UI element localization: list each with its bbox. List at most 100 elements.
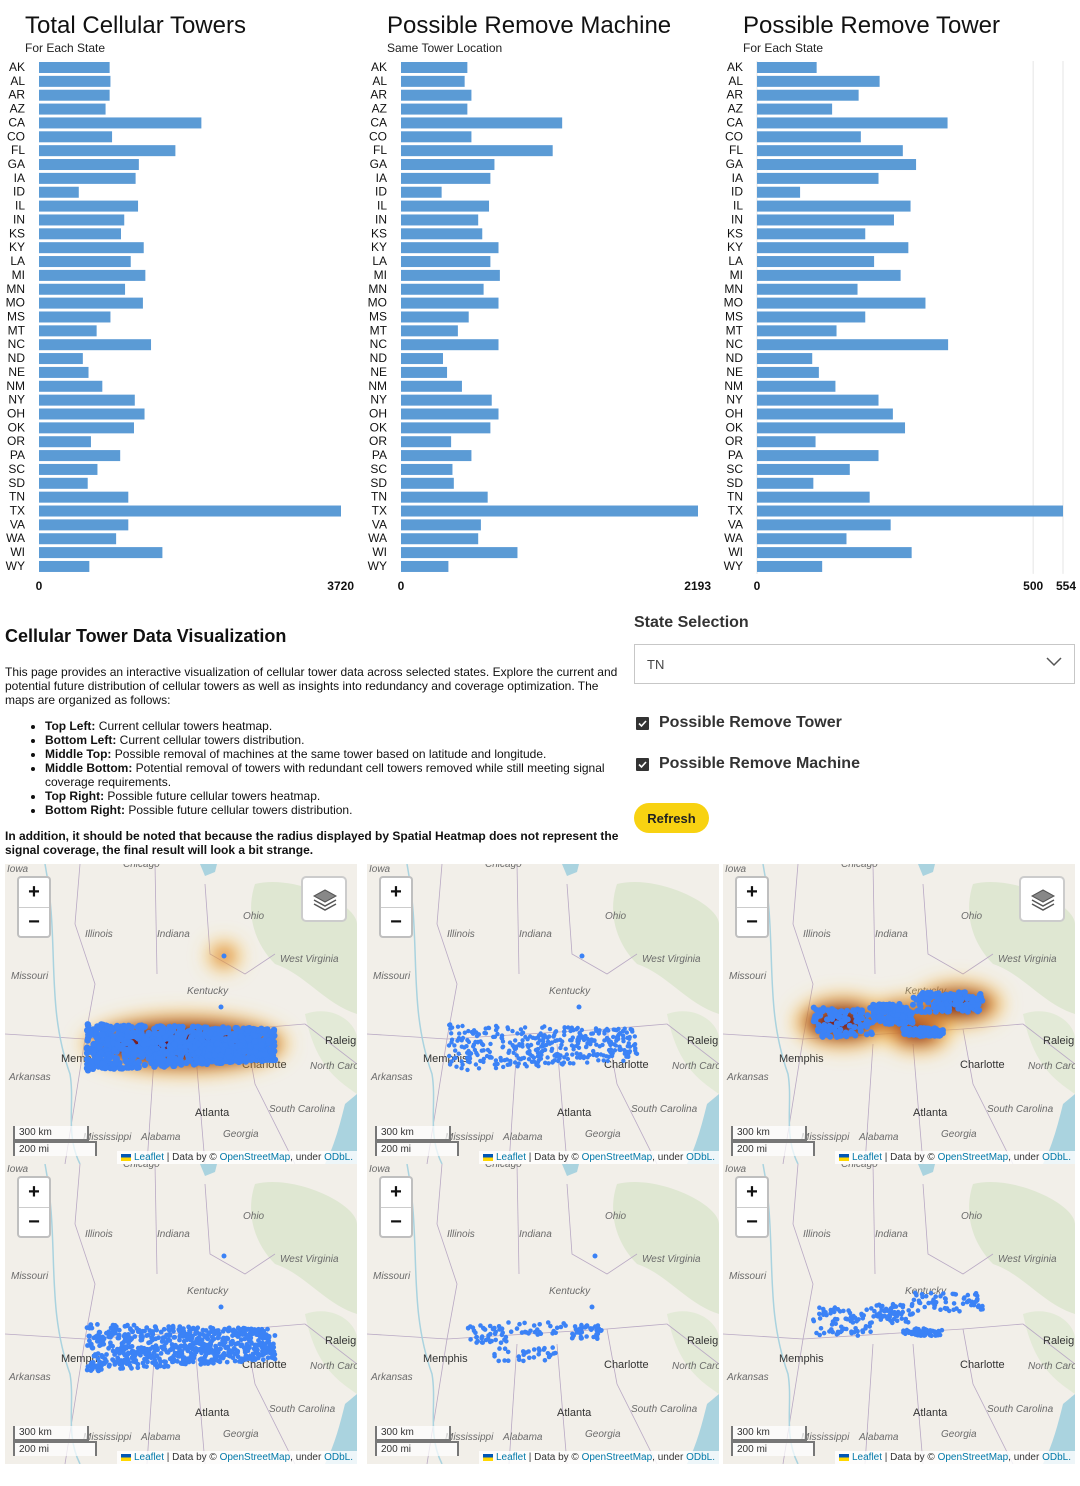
checkbox-checked-icon[interactable] [636,757,649,771]
bar-id[interactable] [757,186,801,198]
zoom-in-button[interactable]: + [28,881,40,903]
bar-ia[interactable] [757,172,879,184]
bar-nd[interactable] [401,353,443,365]
map-future-heatmap[interactable]: IowaChicagoIllinoisIndianaOhioMissouriKe… [723,864,1075,1164]
bar-mt[interactable] [757,325,837,337]
bar-ks[interactable] [757,228,866,240]
bar-mo[interactable] [401,297,499,309]
bar-ga[interactable] [757,159,917,171]
bar-ak[interactable] [757,62,817,73]
bar-az[interactable] [757,103,833,115]
zoom-in-button[interactable]: + [28,1181,40,1203]
osm-link[interactable]: OpenStreetMap [937,1452,1009,1463]
map-remove-machine[interactable]: Iowa Chicago Illinois Indiana Ohio Missouri Ke… [367,864,719,1164]
bar-la[interactable] [39,256,131,268]
leaflet-link[interactable]: Leaflet [495,1452,527,1463]
odbl-link[interactable]: ODbL. [324,1152,353,1163]
bar-fl[interactable] [757,145,903,157]
osm-link[interactable]: OpenStreetMap [219,1452,291,1463]
bar-in[interactable] [757,214,894,226]
bar-mn[interactable] [401,283,484,295]
bar-mn[interactable] [39,283,126,295]
bar-mo[interactable] [39,297,143,309]
bar-pa[interactable] [39,450,121,462]
bar-mi[interactable] [757,269,901,281]
bar-ky[interactable] [39,242,144,254]
bar-sd[interactable] [401,477,454,489]
bar-tn[interactable] [757,491,870,503]
zoom-in-button[interactable]: + [746,1181,758,1203]
bar-la[interactable] [401,256,491,268]
map-current-distribution[interactable]: Iowa Chicago Illinois Indiana Ohio Missouri Ke… [5,1164,357,1464]
bar-mi[interactable] [401,269,500,281]
bar-va[interactable] [39,519,129,531]
map-future-distribution[interactable]: Iowa Chicago Illinois Indiana Ohio Missouri Ke… [723,1164,1075,1464]
bar-mo[interactable] [757,297,926,309]
zoom-out-button[interactable]: − [381,1207,411,1236]
bar-il[interactable] [39,200,139,212]
bar-tx[interactable] [39,505,341,517]
odbl-link[interactable]: ODbL. [324,1452,353,1463]
zoom-in-button[interactable]: + [746,881,758,903]
bar-al[interactable] [39,75,111,87]
bar-ar[interactable] [39,89,110,101]
bar-wa[interactable] [401,533,479,545]
bar-ny[interactable] [401,394,492,406]
bar-id[interactable] [39,186,79,198]
bar-mn[interactable] [757,283,858,295]
bar-co[interactable] [401,131,472,143]
bar-ms[interactable] [401,311,469,323]
bar-id[interactable] [401,186,442,198]
bar-la[interactable] [757,256,875,268]
bar-ga[interactable] [401,159,495,171]
bar-ks[interactable] [39,228,121,240]
bar-tn[interactable] [401,491,488,503]
bar-ca[interactable] [757,117,948,129]
bar-wa[interactable] [757,533,847,545]
bar-fl[interactable] [401,145,553,157]
checkbox-remove-tower[interactable]: Possible Remove Tower [634,712,1075,734]
bar-pa[interactable] [401,450,472,462]
bar-va[interactable] [757,519,891,531]
bar-mt[interactable] [39,325,97,337]
bar-ok[interactable] [757,422,906,434]
bar-fl[interactable] [39,145,176,157]
zoom-in-button[interactable]: + [390,1181,402,1203]
bar-in[interactable] [401,214,479,226]
bar-az[interactable] [39,103,106,115]
bar-nc[interactable] [39,339,152,351]
bar-ms[interactable] [39,311,111,323]
bar-oh[interactable] [757,408,893,420]
bar-il[interactable] [401,200,490,212]
checkbox-remove-machine[interactable]: Possible Remove Machine [634,753,1075,775]
bar-nd[interactable] [757,353,813,365]
bar-ga[interactable] [39,159,139,171]
bar-sd[interactable] [39,477,88,489]
bar-in[interactable] [39,214,125,226]
bar-al[interactable] [757,75,880,87]
bar-va[interactable] [401,519,481,531]
bar-ky[interactable] [401,242,499,254]
bar-oh[interactable] [39,408,145,420]
bar-co[interactable] [757,131,861,143]
bar-nm[interactable] [39,380,103,392]
bar-nm[interactable] [757,380,836,392]
bar-il[interactable] [757,200,911,212]
bar-sc[interactable] [757,463,850,475]
osm-link[interactable]: OpenStreetMap [937,1152,1009,1163]
zoom-out-button[interactable]: − [737,1207,767,1236]
bar-ak[interactable] [39,62,110,73]
zoom-out-button[interactable]: − [19,907,49,936]
bar-az[interactable] [401,103,468,115]
bar-ms[interactable] [757,311,866,323]
bar-sd[interactable] [757,477,814,489]
bar-co[interactable] [39,131,113,143]
bar-ca[interactable] [401,117,563,129]
bar-nm[interactable] [401,380,462,392]
zoom-out-button[interactable]: − [737,907,767,936]
bar-wi[interactable] [401,547,518,559]
bar-nd[interactable] [39,353,83,365]
zoom-in-button[interactable]: + [390,881,402,903]
bar-ks[interactable] [401,228,483,240]
bar-wi[interactable] [757,547,912,559]
